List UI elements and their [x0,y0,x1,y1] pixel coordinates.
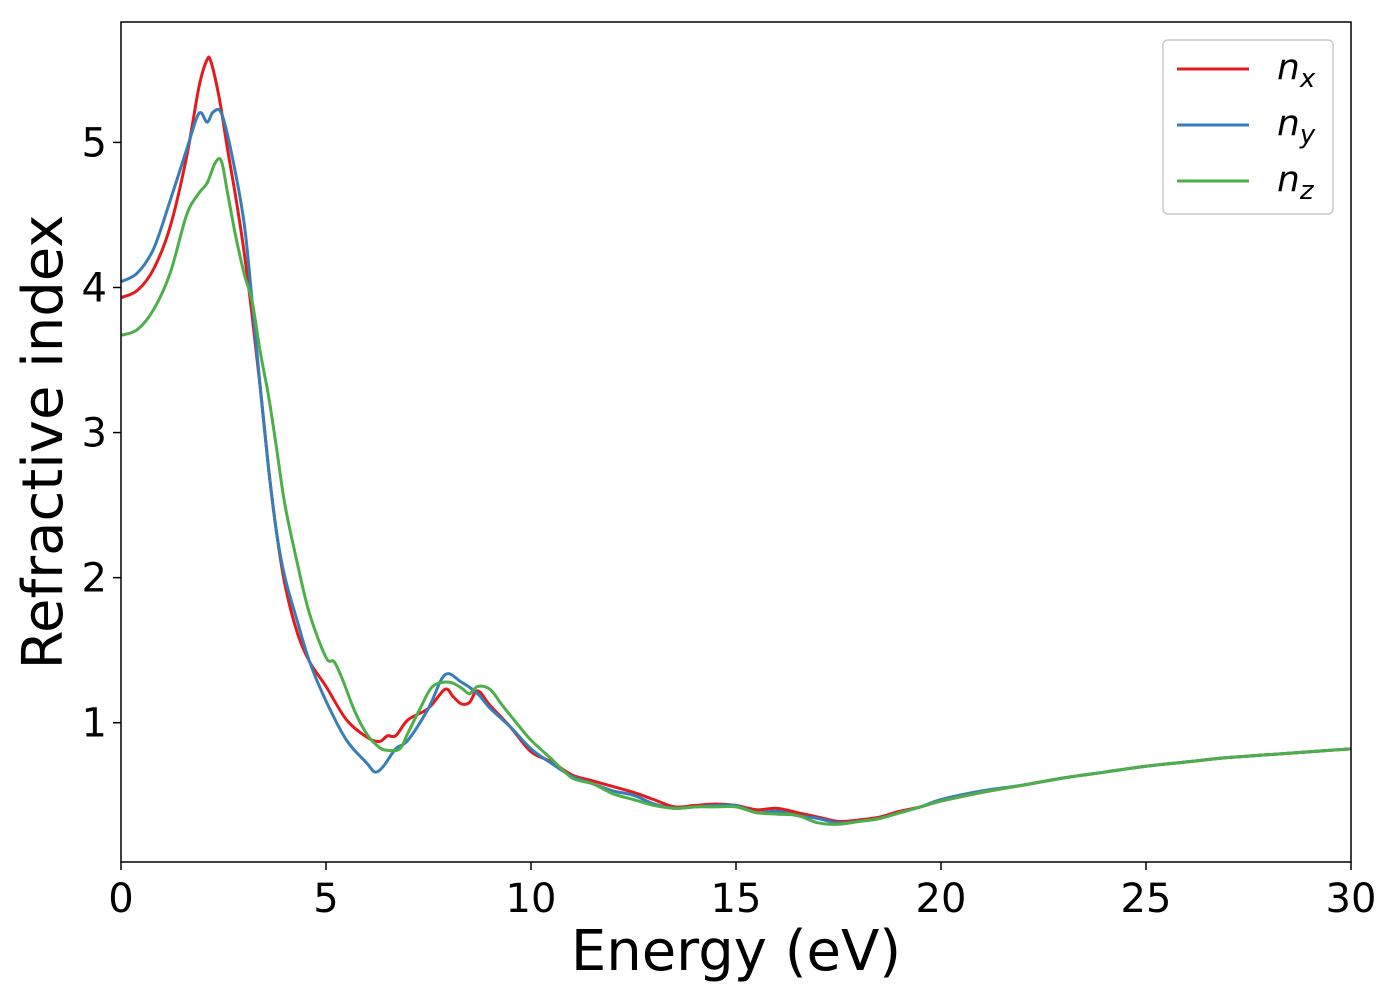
legend-label-subscript: z [1299,176,1315,206]
x-tick-label: 15 [711,876,762,922]
y-tick-label: 5 [82,120,107,166]
x-tick-label: 30 [1326,876,1377,922]
legend-label-x: nx [1277,47,1316,94]
legend-label-subscript: y [1299,120,1316,150]
legend-label-subscript: x [1299,64,1316,94]
y-tick-label: 3 [82,411,107,457]
y-tick-label: 1 [82,701,107,747]
legend-box [1162,39,1334,215]
legend-label-main: n [1277,159,1300,200]
x-tick-label: 0 [108,876,133,922]
legend-label-z: nz [1277,159,1315,206]
legend-label-main: n [1277,47,1300,88]
y-tick-label: 4 [82,265,107,311]
y-tick-label: 2 [82,556,107,602]
x-tick-label: 25 [1121,876,1172,922]
x-axis-ticks: 0 5 10 15 20 25 30 [108,862,1376,922]
y-axis-title: Refractive index [11,215,76,670]
series-line-n-z [121,157,1351,826]
x-tick-label: 20 [916,876,967,922]
x-axis-title: Energy (eV) [571,919,901,984]
y-axis-ticks: 1 2 3 4 5 [82,120,121,747]
legend-label-main: n [1277,103,1300,144]
series-layer [121,55,1351,826]
legend-label-y: ny [1277,103,1316,150]
x-tick-label: 10 [506,876,557,922]
x-tick-label: 5 [313,876,338,922]
